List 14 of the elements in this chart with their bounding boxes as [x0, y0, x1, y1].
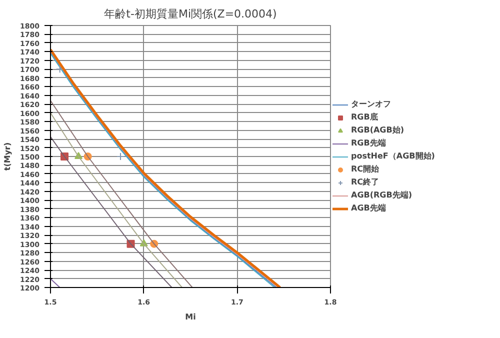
legend-label: RGB(AGB始): [351, 124, 404, 136]
y-axis-title: t(Myr): [3, 142, 12, 171]
legend-label: RC開始: [351, 164, 380, 174]
legend-label: postHeF（AGB開始): [351, 150, 435, 162]
legend-label: AGB(RGB先端): [351, 190, 412, 200]
chart-title: 年齢t-初期質量Mi関係(Z=0.0004): [104, 8, 277, 20]
legend-label: AGB先端: [351, 202, 386, 214]
legend-label: ターンオフ: [351, 98, 391, 110]
legend-label: RGB底: [351, 112, 378, 122]
line-series: [50, 136, 172, 288]
x-axis-title: Mi: [185, 312, 196, 322]
point: [116, 152, 124, 160]
legend-label: RGB先端: [351, 138, 386, 148]
legend-label: RC終了: [351, 176, 380, 188]
